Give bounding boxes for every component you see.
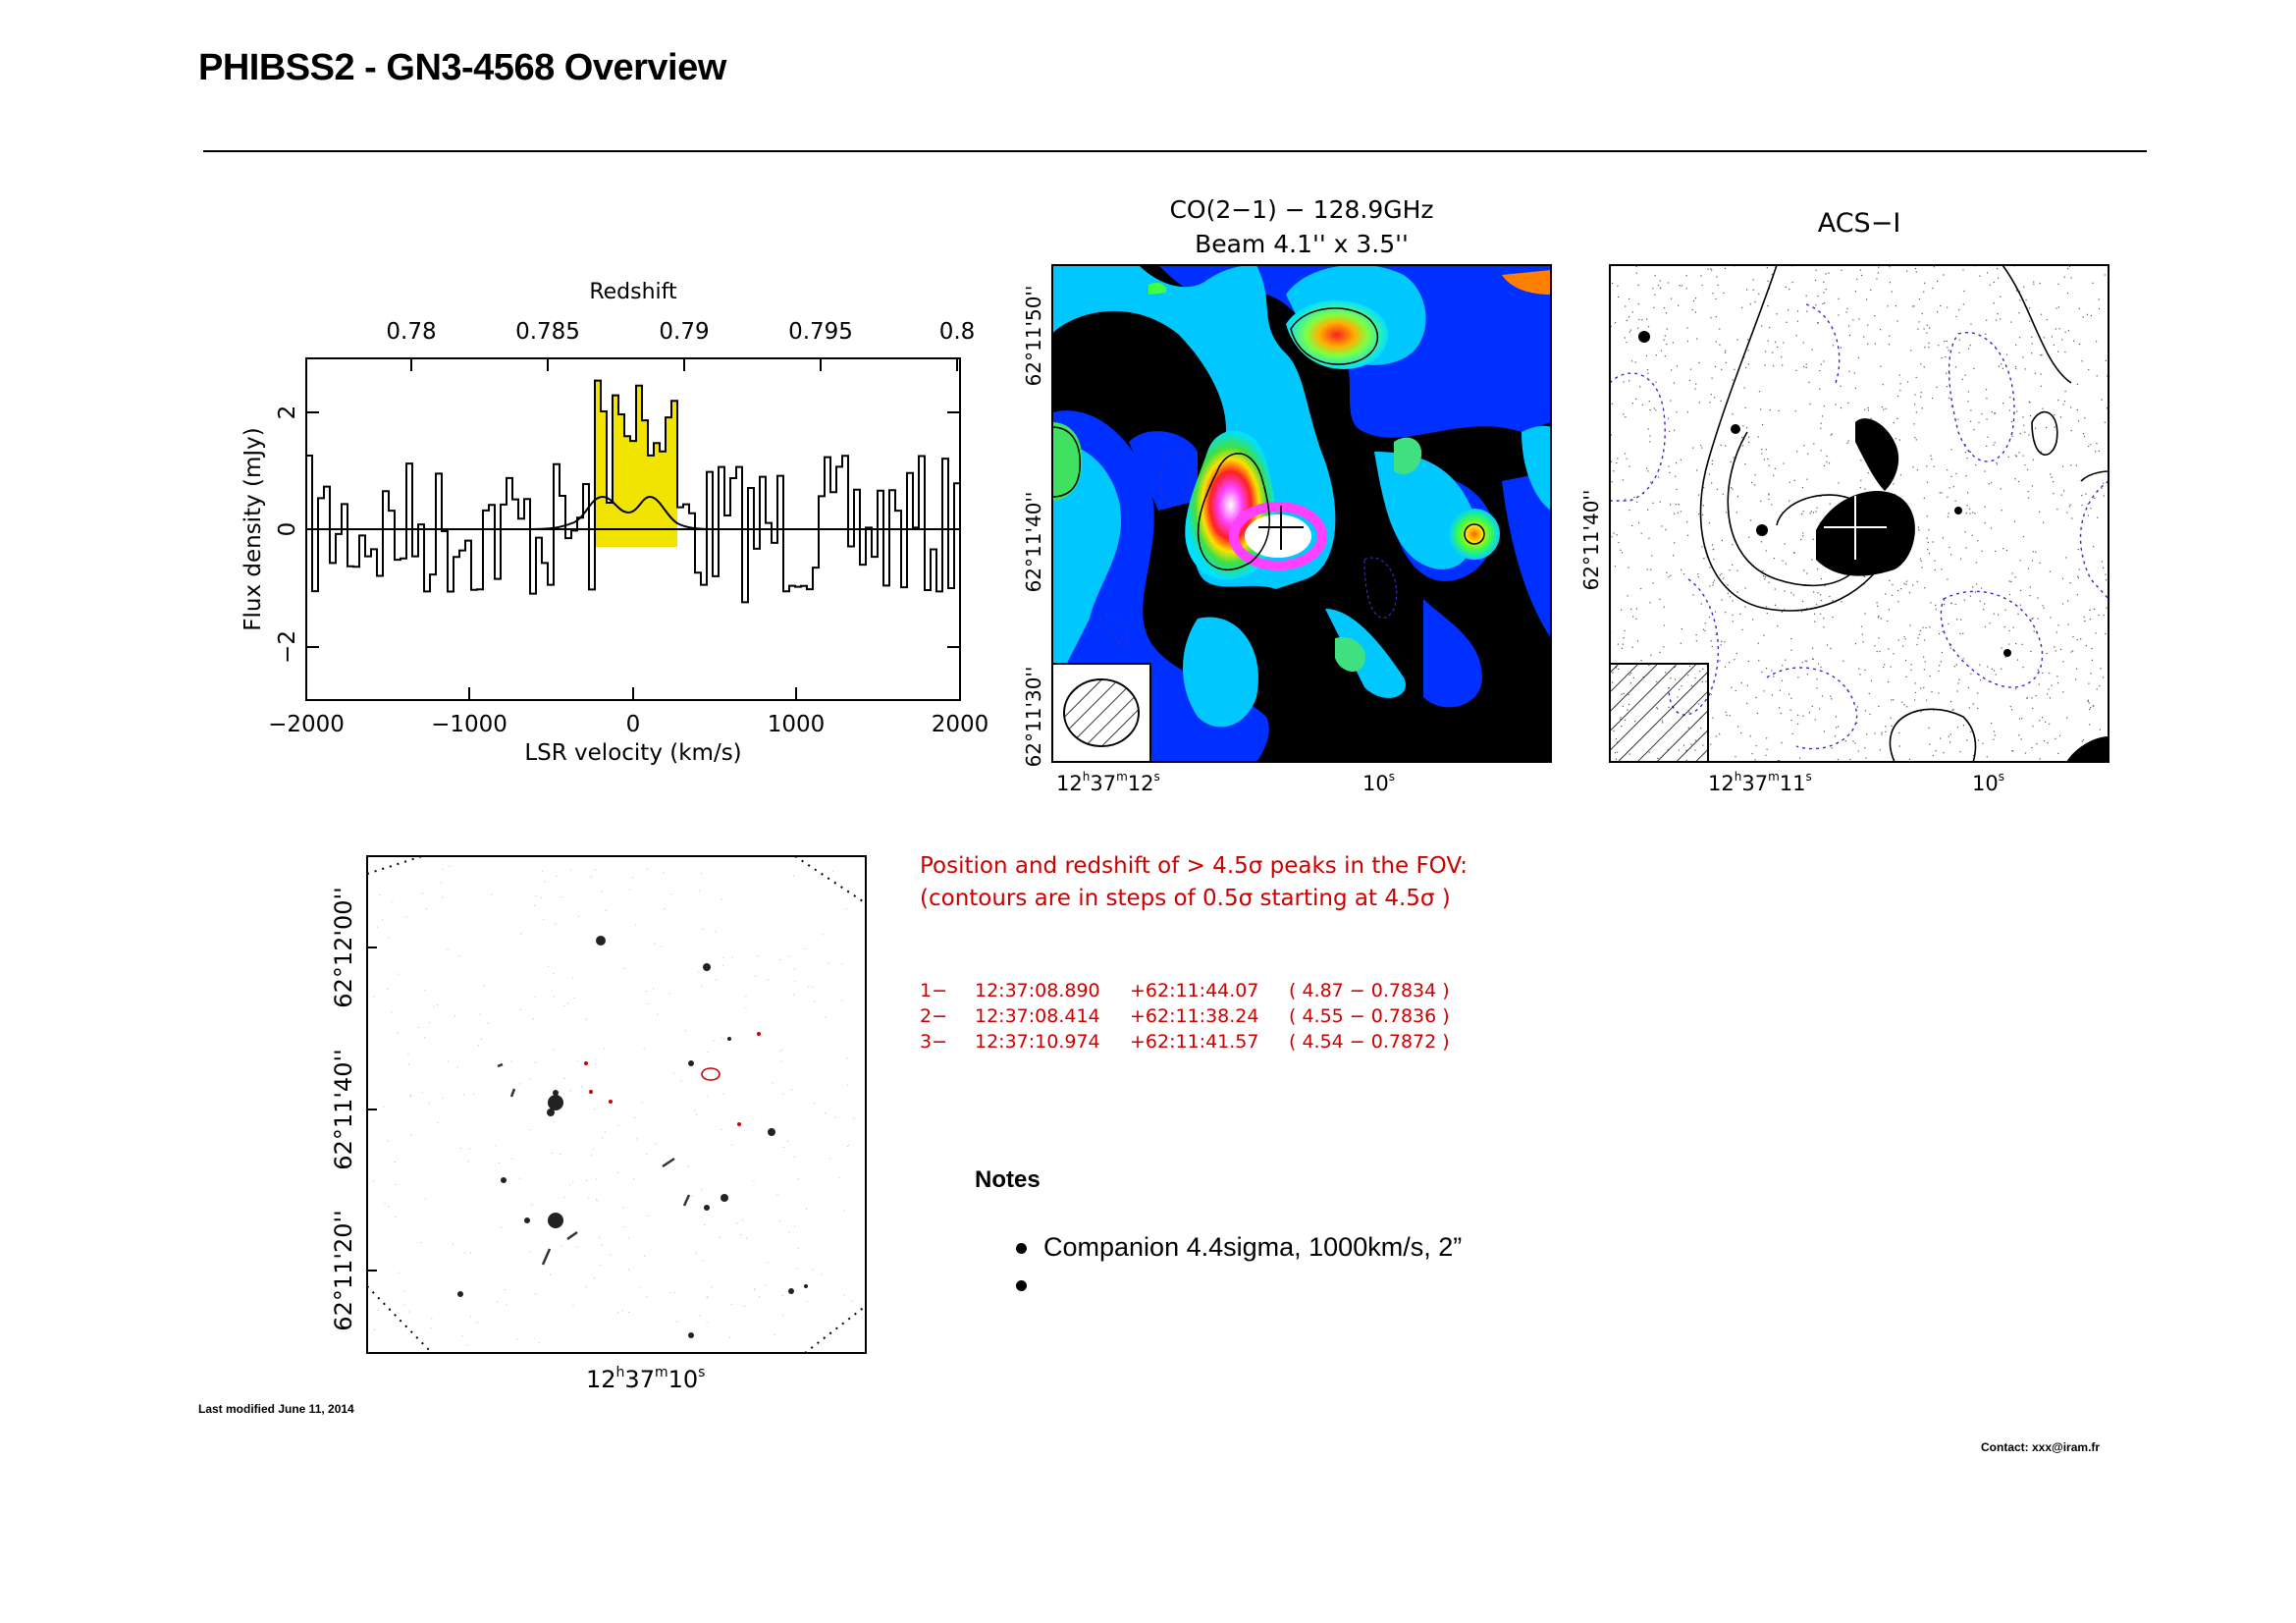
co-dec-tick-label: 62°11'30'' xyxy=(1022,667,1045,768)
beam-ellipse xyxy=(1063,678,1140,747)
peak-ra: 12:37:08.414 xyxy=(975,1005,1100,1027)
peaks-intro-line2: (contours are in steps of 0.5σ starting … xyxy=(920,886,1451,911)
peaks-intro-line1: Position and redshift of > 4.5σ peaks in… xyxy=(920,853,1468,879)
fov-ra-tick-label: 12h37m10s xyxy=(586,1365,705,1393)
fov-dec-tick-label: 62°12'00'' xyxy=(330,887,357,1007)
acs-ra-tick-label: 12h37m11s xyxy=(1708,770,1812,795)
peak-dec: +62:11:44.07 xyxy=(1130,980,1259,1001)
x-tick-label: −2000 xyxy=(268,712,345,737)
peak-ra: 12:37:10.974 xyxy=(975,1031,1100,1053)
y-tick-label: 0 xyxy=(275,522,300,537)
page-title: PHIBSS2 - GN3-4568 Overview xyxy=(198,47,726,88)
spectrum-histogram xyxy=(305,379,960,604)
acs-dec-tick-label: 62°11'40'' xyxy=(1579,490,1603,591)
peak-snr-redshift: ( 4.55 − 0.7836 ) xyxy=(1289,1005,1450,1027)
peak-id: 3− xyxy=(920,1031,948,1053)
fov-dec-tick-label: 62°11'40'' xyxy=(330,1049,357,1169)
acs-image xyxy=(1610,265,2109,762)
top-tick-label: 0.78 xyxy=(386,319,436,345)
note-item: Companion 4.4sigma, 1000km/s, 2” xyxy=(1043,1232,1463,1262)
fov-image xyxy=(367,856,866,1353)
peak-id: 2− xyxy=(920,1005,948,1027)
y-axis-label: Flux density (mJy) xyxy=(240,427,266,631)
peak-dec: +62:11:38.24 xyxy=(1130,1005,1259,1027)
acs-map-title: ACS−I xyxy=(1818,208,1901,239)
x-tick-label: 0 xyxy=(626,712,641,737)
top-tick-label: 0.785 xyxy=(515,319,580,345)
peak-dec: +62:11:41.57 xyxy=(1130,1031,1259,1053)
note-bullet xyxy=(1016,1243,1027,1254)
fov-dec-tick-label: 62°11'20'' xyxy=(330,1210,357,1330)
x-axis-label: LSR velocity (km/s) xyxy=(524,740,741,766)
peak-snr-redshift: ( 4.54 − 0.7872 ) xyxy=(1289,1031,1450,1053)
acs-map-frame xyxy=(1609,264,2109,763)
peak-row: 2− 12:37:08.414 +62:11:38.24 ( 4.55 − 0.783… xyxy=(920,1003,1468,1029)
title-divider xyxy=(203,150,2147,152)
top-tick-label: 0.795 xyxy=(788,319,853,345)
spectrum-ticks xyxy=(305,358,961,700)
peaks-block: Position and redshift of > 4.5σ peaks in… xyxy=(920,850,1468,1055)
co-dec-tick-label: 62°11'50'' xyxy=(1022,286,1045,387)
peak-snr-redshift: ( 4.87 − 0.7834 ) xyxy=(1289,980,1450,1001)
note-bullet xyxy=(1016,1280,1027,1291)
peak-ra: 12:37:08.890 xyxy=(975,980,1100,1001)
spectrum-plot: Redshift 0.78 0.785 0.79 0.795 0.8 −2000… xyxy=(240,280,989,766)
co-map-panel: CO(2−1) − 128.9GHz Beam 4.1'' x 3.5'' xyxy=(1022,195,1552,795)
peak-id: 1− xyxy=(920,980,948,1001)
fov-map-panel: 62°12'00'' 62°11'40'' 62°11'20'' 12h37m1… xyxy=(330,855,867,1393)
contact: Contact: xxx@iram.fr xyxy=(1981,1440,2101,1454)
acs-ra-tick-label: 10s xyxy=(1972,770,2004,795)
top-tick-label: 0.79 xyxy=(659,319,709,345)
notes-heading: Notes xyxy=(975,1166,1041,1193)
fov-map-frame xyxy=(366,855,867,1354)
co-dec-tick-label: 62°11'40'' xyxy=(1022,492,1045,593)
co-ra-tick-label: 12h37m12s xyxy=(1056,770,1160,795)
co-ra-tick-label: 10s xyxy=(1362,770,1395,795)
gaussian-fit-curve xyxy=(306,495,960,530)
peak-row: 1− 12:37:08.890 +62:11:44.07 ( 4.87 − 0.783… xyxy=(920,978,1468,1003)
x-tick-label: 1000 xyxy=(768,712,826,737)
x-tick-label: 2000 xyxy=(932,712,989,737)
co-map-frame xyxy=(1051,264,1552,763)
acs-map-panel: ACS−I xyxy=(1579,208,2109,795)
y-tick-label: −2 xyxy=(275,630,300,664)
co-intensity-map xyxy=(1052,265,1551,762)
last-modified: Last modified June 11, 2014 xyxy=(198,1402,354,1416)
co-map-title-line2: Beam 4.1'' x 3.5'' xyxy=(1195,230,1409,258)
co-map-title-line1: CO(2−1) − 128.9GHz xyxy=(1169,195,1433,224)
spectrum-top-axis-label: Redshift xyxy=(589,280,677,304)
peak-row: 3− 12:37:10.974 +62:11:41.57 ( 4.54 − 0.787… xyxy=(920,1029,1468,1055)
x-tick-label: −1000 xyxy=(431,712,507,737)
top-tick-label: 0.8 xyxy=(939,319,976,345)
peaks-table: 1− 12:37:08.890 +62:11:44.07 ( 4.87 − 0.783… xyxy=(920,978,1468,1055)
fov-peak-marker xyxy=(701,1067,721,1081)
acs-beam-box xyxy=(1610,663,1709,762)
y-tick-label: 2 xyxy=(275,406,300,420)
